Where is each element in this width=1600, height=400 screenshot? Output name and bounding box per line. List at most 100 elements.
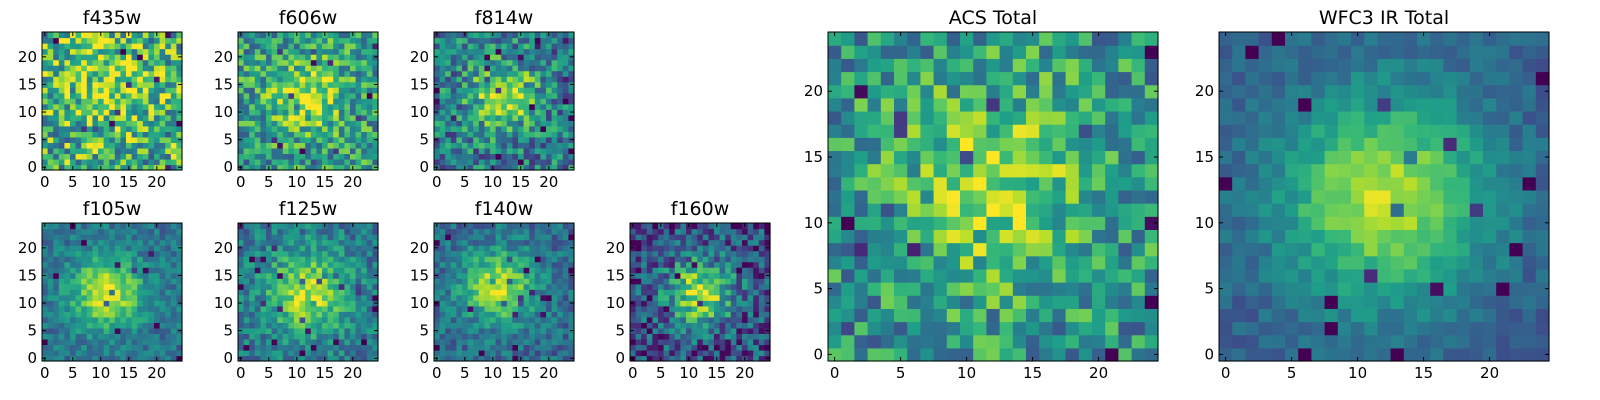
image-pixel [1092,295,1106,309]
image-pixel [126,300,133,307]
image-pixel [462,245,469,252]
image-pixel [450,92,457,99]
image-pixel [254,267,261,274]
image-pixel [114,239,121,246]
image-pixel [490,70,497,77]
image-pixel [1144,176,1159,191]
image-pixel [98,136,105,143]
image-pixel [467,316,474,323]
image-pixel [58,239,65,246]
image-pixel [98,98,105,105]
image-pixel [686,305,693,312]
image-pixel [350,316,357,323]
image-pixel [907,150,921,165]
image-pixel [478,250,485,257]
image-pixel [70,158,77,166]
image-pixel [372,98,379,105]
image-pixel [355,250,362,257]
image-pixel [243,59,250,66]
image-pixel [372,267,379,274]
image-pixel [322,147,329,155]
image-pixel [282,272,289,279]
image-pixel [86,125,93,132]
image-pixel [338,261,345,268]
image-pixel [42,153,49,160]
image-pixel [484,245,491,252]
image-pixel [92,234,99,241]
image-pixel [305,48,312,55]
image-pixel [299,338,306,346]
image-pixel [154,48,161,55]
image-pixel [154,76,161,83]
image-pixel [736,294,743,301]
image-pixel [867,163,882,178]
image-pixel [495,120,502,127]
image-pixel [562,327,569,334]
image-pixel [495,153,502,160]
image-pixel [333,344,340,351]
image-pixel [439,349,446,357]
image-pixel [562,333,569,340]
image-pixel [702,355,709,362]
image-pixel [344,136,351,143]
image-pixel [238,48,245,55]
image-pixel [518,272,525,279]
image-pixel [933,203,948,217]
image-pixel [828,189,842,204]
image-pixel [529,109,536,116]
image-pixel [81,245,88,252]
image-pixel [86,250,93,257]
image-pixel [456,48,463,55]
image-pixel [562,114,569,121]
image-pixel [529,294,536,301]
image-pixel [176,261,183,268]
image-pixel [841,176,855,191]
image-pixel [1078,163,1093,178]
image-pixel [338,59,345,66]
image-pixel [933,308,948,323]
image-pixel [355,136,362,143]
image-pixel [366,103,373,110]
image-pixel [641,223,648,230]
image-pixel [154,43,161,50]
image-pixel [70,305,77,312]
image-pixel [646,261,653,268]
image-pixel [333,272,340,279]
image-pixel [92,245,99,252]
image-pixel [338,109,345,116]
image-pixel [338,349,345,357]
image-pixel [680,256,687,263]
image-pixel [294,344,301,351]
image-pixel [646,283,653,290]
x-tick-label: 15 [315,364,334,382]
image-pixel [658,311,665,318]
image-pixel [238,70,245,77]
image-pixel [305,136,312,143]
image-pixel [894,255,908,270]
image-pixel [238,147,245,155]
image-pixel [47,261,54,268]
image-pixel [288,327,295,334]
image-pixel [562,37,569,44]
image-pixel [490,338,497,346]
image-pixel [372,65,379,72]
image-pixel [999,268,1014,283]
image-pixel [361,98,368,105]
image-pixel [568,338,575,346]
image-pixel [266,125,273,132]
image-pixel [361,136,368,143]
image-pixel [92,278,99,285]
image-pixel [1131,255,1146,270]
image-pixel [702,223,709,230]
image-pixel [725,267,732,274]
image-pixel [725,234,732,241]
image-pixel [540,283,547,290]
image-pixel [98,327,105,334]
image-pixel [170,355,177,362]
image-pixel [294,239,301,246]
image-pixel [92,81,99,88]
image-pixel [546,114,553,121]
image-pixel [361,164,368,171]
image-pixel [366,278,373,285]
image-pixel [1012,255,1027,270]
